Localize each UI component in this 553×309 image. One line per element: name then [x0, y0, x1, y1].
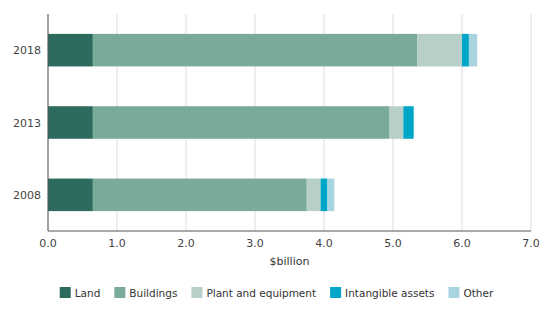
legend-label: Other	[463, 287, 493, 299]
bars	[48, 34, 477, 211]
legend-swatch	[114, 287, 125, 298]
x-tick-label: 4.0	[315, 237, 333, 250]
bar	[307, 179, 321, 212]
bar	[327, 179, 334, 212]
x-tick-label: 1.0	[108, 237, 126, 250]
bar	[48, 179, 93, 212]
bar	[93, 106, 390, 139]
legend-swatch	[60, 287, 71, 298]
x-tick-label: 6.0	[453, 237, 471, 250]
x-axis: 0.0 1.0 2.0 3.0 4.0 5.0 6.0 7.0	[39, 237, 540, 250]
bar	[390, 106, 404, 139]
legend-label: Intangible assets	[345, 287, 434, 299]
legend-swatch	[191, 287, 202, 298]
grid-line	[531, 14, 532, 231]
bar	[469, 34, 477, 67]
grid-line	[48, 14, 49, 231]
legend-swatch	[448, 287, 459, 298]
legend-swatch	[330, 287, 341, 298]
bar	[93, 34, 417, 67]
legend-item: Buildings	[114, 287, 177, 299]
x-tick-label: 0.0	[39, 237, 57, 250]
bar	[93, 179, 307, 212]
bar	[48, 106, 93, 139]
x-axis-line	[48, 231, 531, 232]
y-tick-label: 2018	[13, 44, 41, 57]
x-axis-label: $billion	[270, 255, 310, 268]
bar	[417, 34, 462, 67]
y-axis: 2008 2013 2018	[13, 44, 41, 202]
chart: 0.0 1.0 2.0 3.0 4.0 5.0 6.0 7.0 2008 2013 2018 $bil…	[0, 0, 553, 309]
grid	[48, 14, 531, 231]
legend-label: Land	[75, 287, 101, 299]
bar	[321, 179, 328, 212]
y-tick-label: 2013	[13, 117, 41, 130]
legend-item: Intangible assets	[330, 287, 434, 299]
legend: Land Buildings Plant and equipment Intangib…	[60, 287, 494, 299]
x-tick-label: 3.0	[246, 237, 264, 250]
y-tick-label: 2008	[13, 189, 41, 202]
legend-item: Land	[60, 287, 101, 299]
legend-item: Plant and equipment	[191, 287, 316, 299]
bar	[413, 106, 414, 139]
x-tick-label: 2.0	[177, 237, 195, 250]
bar	[48, 34, 93, 67]
x-tick-label: 5.0	[384, 237, 402, 250]
legend-label: Buildings	[129, 287, 177, 299]
bar	[403, 106, 413, 139]
legend-item: Other	[448, 287, 493, 299]
y-axis-line	[48, 14, 49, 231]
bar	[462, 34, 469, 67]
legend-label: Plant and equipment	[206, 287, 316, 299]
x-tick-label: 7.0	[522, 237, 540, 250]
